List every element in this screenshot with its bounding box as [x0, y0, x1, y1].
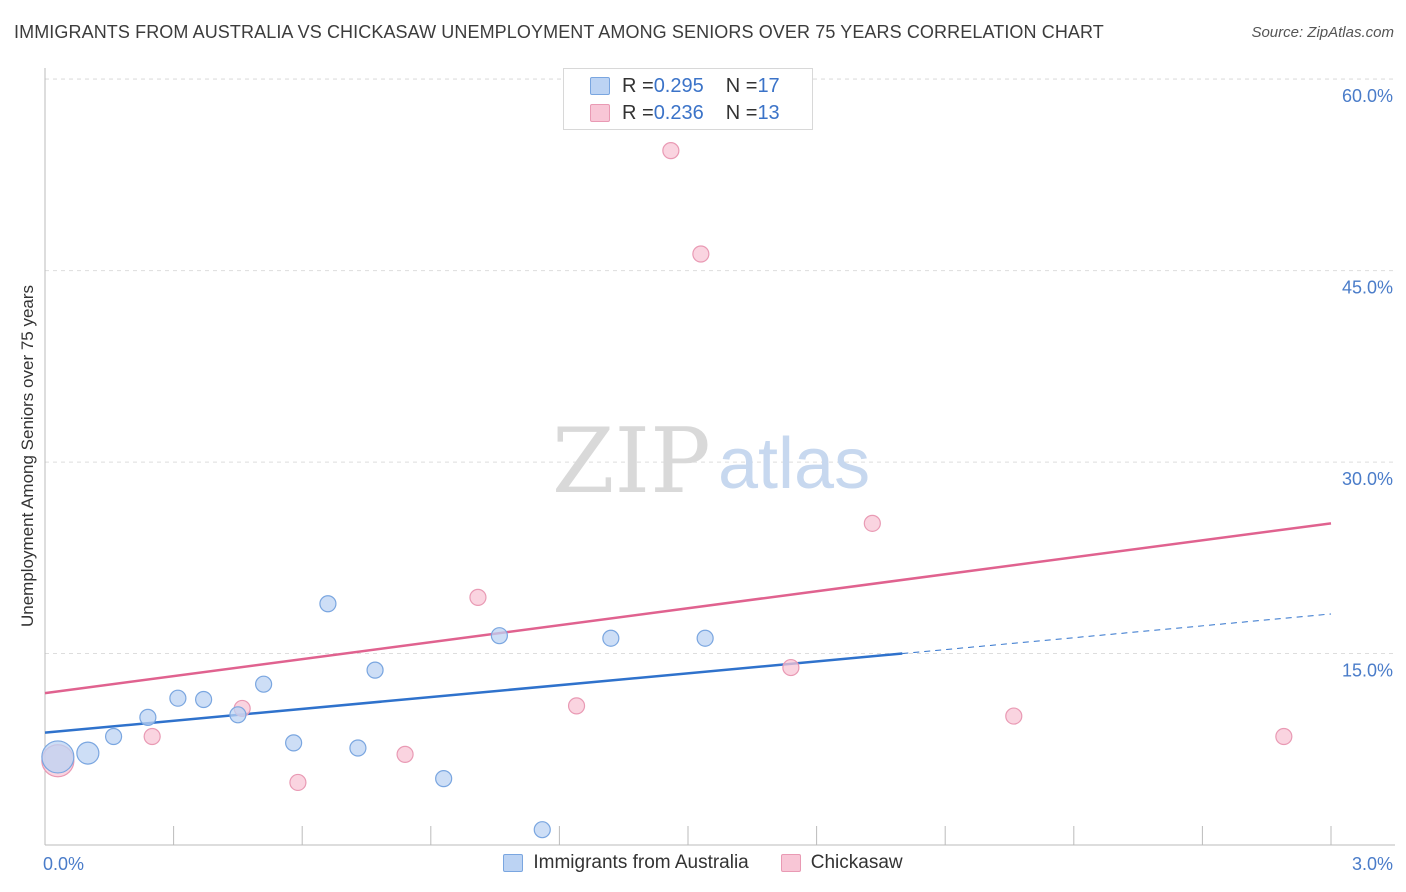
legend-n-label: N =: [725, 74, 758, 97]
axes: [44, 68, 1395, 846]
australia-trend-extension: [902, 613, 1332, 655]
legend-swatch-pink: [780, 854, 801, 872]
chickasaw-point: [396, 745, 414, 763]
trend-lines: [44, 522, 1332, 734]
australia-point: [195, 690, 213, 709]
australia-point: [490, 627, 508, 645]
australia-point: [602, 629, 620, 647]
chickasaw-point: [289, 773, 307, 792]
chickasaw-point: [863, 514, 881, 532]
chickasaw-point: [469, 588, 487, 606]
chickasaw-trend-line: [44, 522, 1332, 695]
y-tick-labels: 15.0% 30.0% 45.0% 60.0%: [1342, 86, 1393, 680]
legend-r-label: R =: [622, 101, 654, 124]
australia-point: [349, 739, 367, 757]
legend-swatch-blue: [503, 854, 524, 872]
watermark: ZIP atlas: [552, 409, 870, 514]
australia-point: [229, 706, 247, 724]
australia-point: [366, 661, 384, 679]
chickasaw-point: [1005, 707, 1023, 725]
series-legend: Immigrants from Australia Chickasaw: [0, 852, 1406, 874]
legend-r-value: 0.236: [653, 101, 704, 124]
legend-row-australia: R = 0.295 N = 17: [590, 73, 780, 99]
y-tick-label: 45.0%: [1342, 278, 1393, 298]
legend-label-chickasaw: Chickasaw: [810, 852, 903, 873]
australia-point: [139, 708, 157, 726]
legend-label-australia: Immigrants from Australia: [533, 852, 749, 873]
australia-point: [533, 821, 551, 839]
legend-swatch-pink: [590, 104, 610, 122]
y-tick-label: 60.0%: [1342, 86, 1393, 106]
watermark-zip-text: ZIP: [552, 409, 711, 514]
source-label: Source: ZipAtlas.com: [1251, 24, 1394, 41]
y-tick-label: 15.0%: [1342, 661, 1393, 681]
gridlines: [45, 78, 1395, 655]
australia-point: [285, 734, 303, 752]
legend-n-value: 17: [757, 74, 780, 97]
chickasaw-point: [692, 245, 710, 263]
australia-point: [696, 629, 714, 647]
australia-trend-line: [44, 652, 903, 734]
legend-swatch-blue: [590, 77, 610, 95]
legend-item-australia[interactable]: Immigrants from Australia: [503, 852, 749, 874]
legend-r-label: R =: [622, 74, 654, 97]
australia-point: [169, 689, 187, 707]
australia-point: [104, 727, 123, 746]
australia-point: [435, 770, 453, 788]
data-points: [41, 142, 1293, 839]
legend-row-chickasaw: R = 0.236 N = 13: [590, 100, 780, 126]
australia-point: [41, 740, 75, 774]
x-tick-labels: 0.0% 3.0%: [43, 854, 1393, 874]
chickasaw-point: [567, 697, 586, 715]
australia-point: [76, 741, 100, 765]
legend-item-chickasaw[interactable]: Chickasaw: [780, 852, 903, 874]
australia-point: [255, 675, 273, 693]
legend-n-value: 13: [757, 101, 780, 124]
chickasaw-point: [143, 727, 161, 746]
chickasaw-point: [662, 142, 680, 160]
x-tick-label: 3.0%: [1352, 854, 1393, 874]
chickasaw-point: [1275, 727, 1293, 746]
correlation-legend: R = 0.295 N = 17 R = 0.236 N = 13: [563, 68, 813, 130]
legend-n-label: N =: [725, 101, 758, 124]
y-tick-label: 30.0%: [1342, 469, 1393, 489]
chart-title: IMMIGRANTS FROM AUSTRALIA VS CHICKASAW U…: [14, 22, 1104, 42]
watermark-atlas-text: atlas: [718, 424, 870, 504]
x-tick-label: 0.0%: [43, 854, 84, 874]
australia-point: [319, 595, 337, 613]
chickasaw-point: [782, 658, 800, 677]
legend-r-value: 0.295: [653, 74, 704, 97]
